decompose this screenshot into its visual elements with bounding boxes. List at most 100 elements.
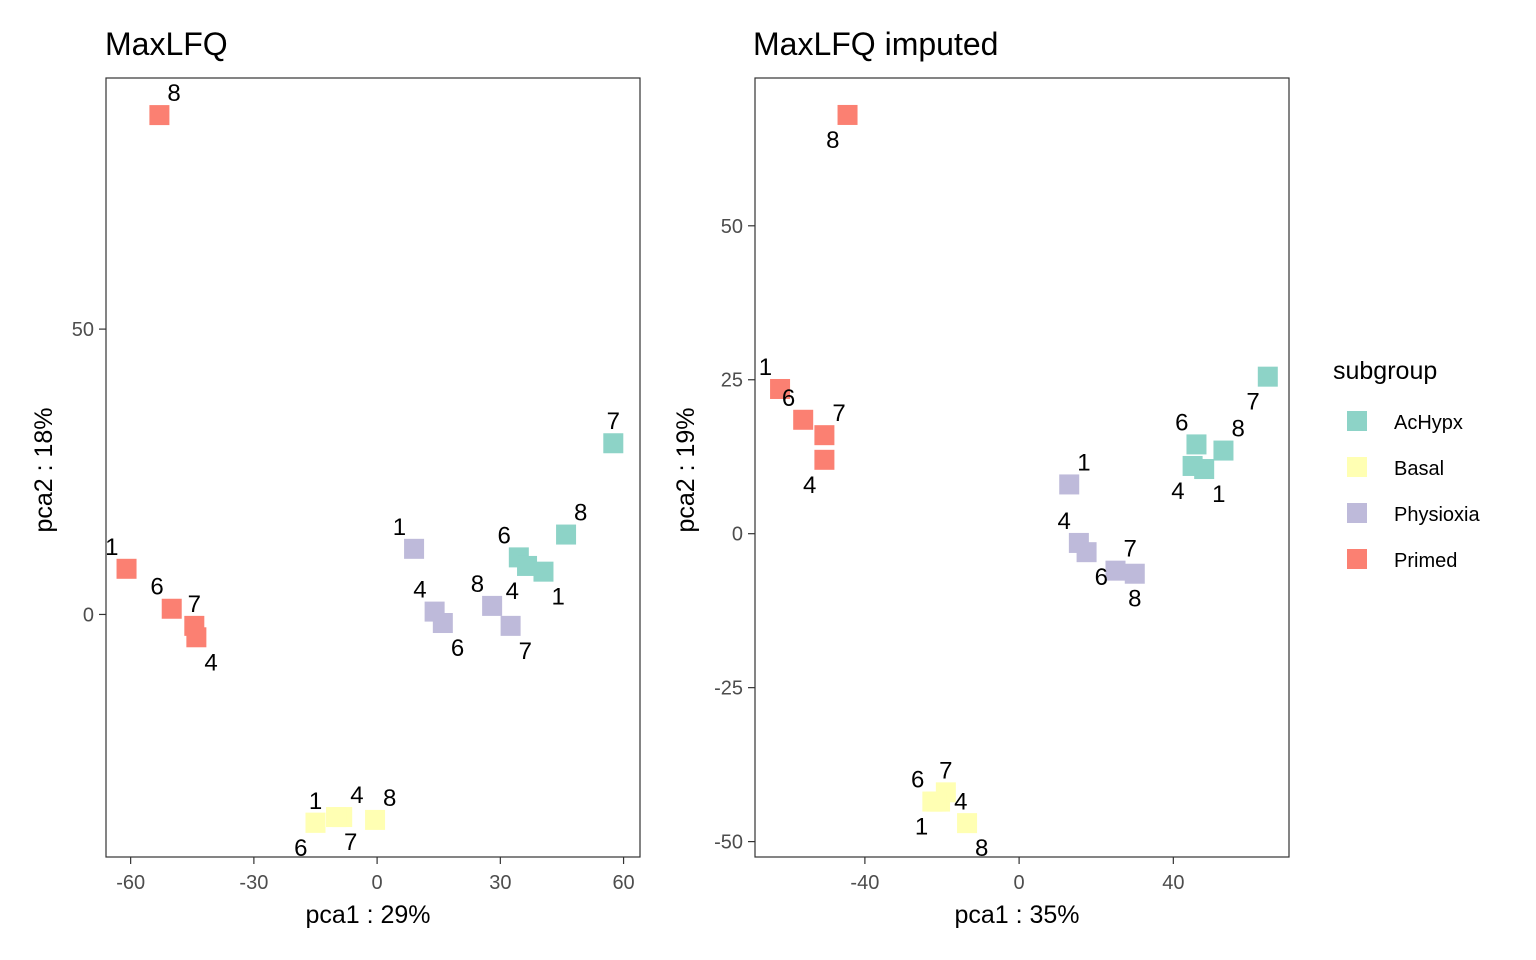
point-label: 6	[911, 767, 924, 794]
point-achypx	[1213, 440, 1234, 461]
y-tick-label: 0	[732, 524, 743, 546]
legend-label: AcHypx	[1394, 412, 1463, 434]
point-label: 7	[344, 829, 357, 856]
point-achypx	[1186, 434, 1207, 455]
plot-border	[754, 77, 1290, 858]
legend-key-physioxia	[1347, 503, 1367, 523]
point-label: 4	[954, 789, 967, 816]
point-basal	[305, 812, 326, 833]
point-label: 4	[413, 577, 426, 604]
point-label: 4	[1171, 478, 1184, 505]
panel-title: MaxLFQ imputed	[753, 26, 998, 62]
point-achypx	[533, 561, 554, 582]
y-axis-title: pca2 : 19%	[672, 407, 700, 532]
y-tick-label: -25	[714, 678, 743, 700]
point-primed	[116, 558, 137, 579]
y-axis-title: pca2 : 18%	[30, 407, 58, 532]
point-label: 7	[519, 638, 532, 665]
x-axis-title: pca1 : 35%	[954, 901, 1079, 929]
point-label: 8	[471, 571, 484, 598]
point-primed	[186, 627, 207, 648]
point-label: 6	[782, 385, 795, 412]
point-label: 7	[1123, 536, 1136, 563]
y-tick-label: 50	[72, 319, 94, 341]
point-physioxia	[1059, 474, 1080, 495]
x-tick-label: -60	[116, 872, 145, 894]
point-label: 4	[204, 649, 217, 676]
point-label: 8	[975, 835, 988, 862]
point-label: 7	[188, 591, 201, 618]
point-label: 1	[915, 814, 928, 841]
x-tick-label: 60	[612, 872, 634, 894]
axis-ticks: -60 -30 0 30 60 0 50	[72, 319, 635, 894]
point-label: 7	[832, 400, 845, 427]
legend-label: Physioxia	[1394, 504, 1480, 526]
point-label: 8	[383, 785, 396, 812]
legend-key-primed	[1347, 549, 1367, 569]
point-achypx	[1257, 366, 1278, 387]
point-achypx	[1194, 459, 1215, 480]
point-label: 6	[1095, 564, 1108, 591]
x-tick-label: 40	[1162, 872, 1184, 894]
point-primed	[770, 378, 791, 399]
x-tick-label: 0	[372, 872, 383, 894]
point-primed	[161, 598, 182, 619]
point-label: 6	[451, 635, 464, 662]
point-label: 6	[497, 522, 510, 549]
point-label: 1	[1212, 481, 1225, 508]
point-basal	[326, 807, 347, 828]
legend-items: AcHypx Basal Physioxia Primed	[1347, 411, 1480, 572]
y-tick-label: 25	[721, 370, 743, 392]
legend-label: Primed	[1394, 550, 1457, 572]
point-physioxia	[404, 538, 425, 559]
legend-label: Basal	[1394, 458, 1444, 480]
point-label: 8	[826, 127, 839, 154]
point-label: 7	[607, 408, 620, 435]
point-label: 4	[506, 578, 519, 605]
point-achypx	[517, 555, 538, 576]
plot-border	[105, 77, 641, 858]
point-primed	[149, 105, 170, 126]
point-label: 1	[759, 354, 772, 381]
point-label: 1	[309, 788, 322, 815]
legend: subgroup AcHypx Basal Physioxia Primed	[1333, 357, 1480, 572]
point-label: 7	[939, 757, 952, 784]
legend-key-basal	[1347, 457, 1367, 477]
axis-ticks: -40 0 40 -50 -25 0 25 50	[714, 216, 1184, 894]
point-physioxia	[500, 615, 521, 636]
point-label: 7	[1246, 389, 1259, 416]
x-tick-label: 0	[1014, 872, 1025, 894]
point-physioxia	[432, 613, 453, 634]
point-physioxia	[1124, 563, 1145, 584]
point-label: 6	[150, 574, 163, 601]
point-label: 8	[1231, 416, 1244, 443]
point-achypx	[556, 524, 577, 545]
point-primed	[814, 449, 835, 470]
panel-title: MaxLFQ	[105, 26, 228, 62]
point-primed	[814, 425, 835, 446]
x-tick-label: -40	[850, 872, 879, 894]
y-tick-label: 50	[721, 216, 743, 238]
point-label: 8	[1128, 586, 1141, 613]
point-label: 4	[350, 782, 363, 809]
point-physioxia	[1105, 560, 1126, 581]
point-label: 8	[574, 500, 587, 527]
point-label: 6	[1175, 409, 1188, 436]
point-achypx	[603, 433, 624, 454]
point-label: 8	[167, 80, 180, 107]
point-primed	[837, 104, 858, 125]
legend-title: subgroup	[1333, 357, 1437, 385]
point-label: 6	[294, 835, 307, 862]
legend-key-achypx	[1347, 411, 1367, 431]
point-physioxia	[1076, 542, 1097, 563]
point-label: 4	[803, 472, 816, 499]
point-basal	[926, 791, 947, 812]
point-label: 1	[393, 514, 406, 541]
point-label: 1	[1077, 449, 1090, 476]
point-basal	[957, 813, 978, 834]
